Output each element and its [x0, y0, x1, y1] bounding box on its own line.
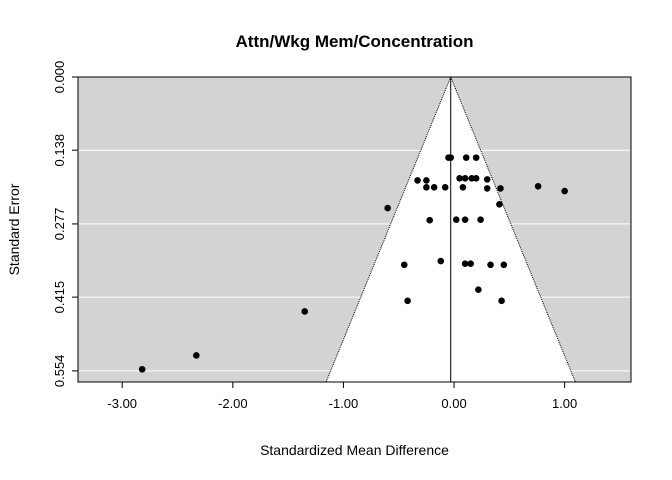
y-tick-label-3: 0.415	[52, 281, 67, 314]
data-point-12	[430, 184, 438, 191]
data-point-11	[423, 184, 430, 191]
data-point-27	[461, 260, 469, 268]
data-point-18	[561, 187, 568, 195]
data-point-14	[459, 184, 467, 191]
data-point-5	[423, 177, 430, 184]
data-point-6	[456, 175, 463, 182]
data-point-24	[477, 216, 484, 223]
data-point-22	[452, 216, 460, 223]
x-tick-label-0: -3.00	[107, 396, 137, 411]
x-axis: -3.00 -2.00 -1.00 0.00 1.00	[107, 382, 577, 411]
data-point-35	[193, 352, 200, 359]
data-point-4	[414, 177, 421, 184]
data-point-26	[400, 261, 408, 269]
data-point-21	[426, 216, 434, 224]
data-point-23	[461, 216, 469, 223]
data-point-30	[500, 261, 508, 269]
y-tick-label-2: 0.277	[52, 208, 67, 241]
data-point-1	[447, 154, 455, 161]
data-point-3	[472, 154, 480, 161]
y-tick-label-1: 0.138	[52, 134, 67, 167]
data-point-25	[437, 257, 445, 265]
data-point-31	[475, 286, 482, 294]
data-points	[138, 154, 568, 373]
funnel-left-boundary	[325, 76, 452, 383]
plot-frame	[77, 76, 632, 383]
funnel-right-boundary	[450, 76, 576, 383]
data-point-9	[472, 175, 480, 182]
x-tick-label-3: 0.00	[441, 396, 466, 411]
data-point-7	[461, 175, 469, 182]
data-point-13	[441, 184, 449, 191]
x-tick-label-4: 1.00	[552, 396, 577, 411]
data-point-19	[496, 201, 503, 208]
y-axis: 0.000 0.138 0.277 0.415 0.554	[52, 61, 78, 387]
data-point-32	[404, 297, 411, 305]
x-axis-label: Standardized Mean Difference	[260, 442, 449, 458]
data-point-2	[462, 154, 470, 161]
data-point-10	[483, 176, 491, 183]
x-tick-label-2: -1.00	[329, 396, 359, 411]
data-point-34	[301, 308, 309, 315]
data-point-20	[384, 204, 391, 212]
data-point-36	[138, 365, 146, 373]
chart-title: Attn/Wkg Mem/Concentration	[236, 32, 474, 51]
data-point-29	[487, 261, 494, 269]
y-tick-label-4: 0.554	[52, 355, 67, 388]
data-point-17	[534, 182, 542, 190]
x-tick-label-1: -2.00	[218, 396, 248, 411]
data-point-28	[467, 260, 474, 268]
y-axis-label: Standard Error	[6, 183, 22, 275]
data-point-33	[498, 297, 505, 305]
data-point-16	[497, 185, 504, 192]
data-point-15	[483, 185, 491, 192]
y-tick-label-0: 0.000	[52, 61, 67, 94]
